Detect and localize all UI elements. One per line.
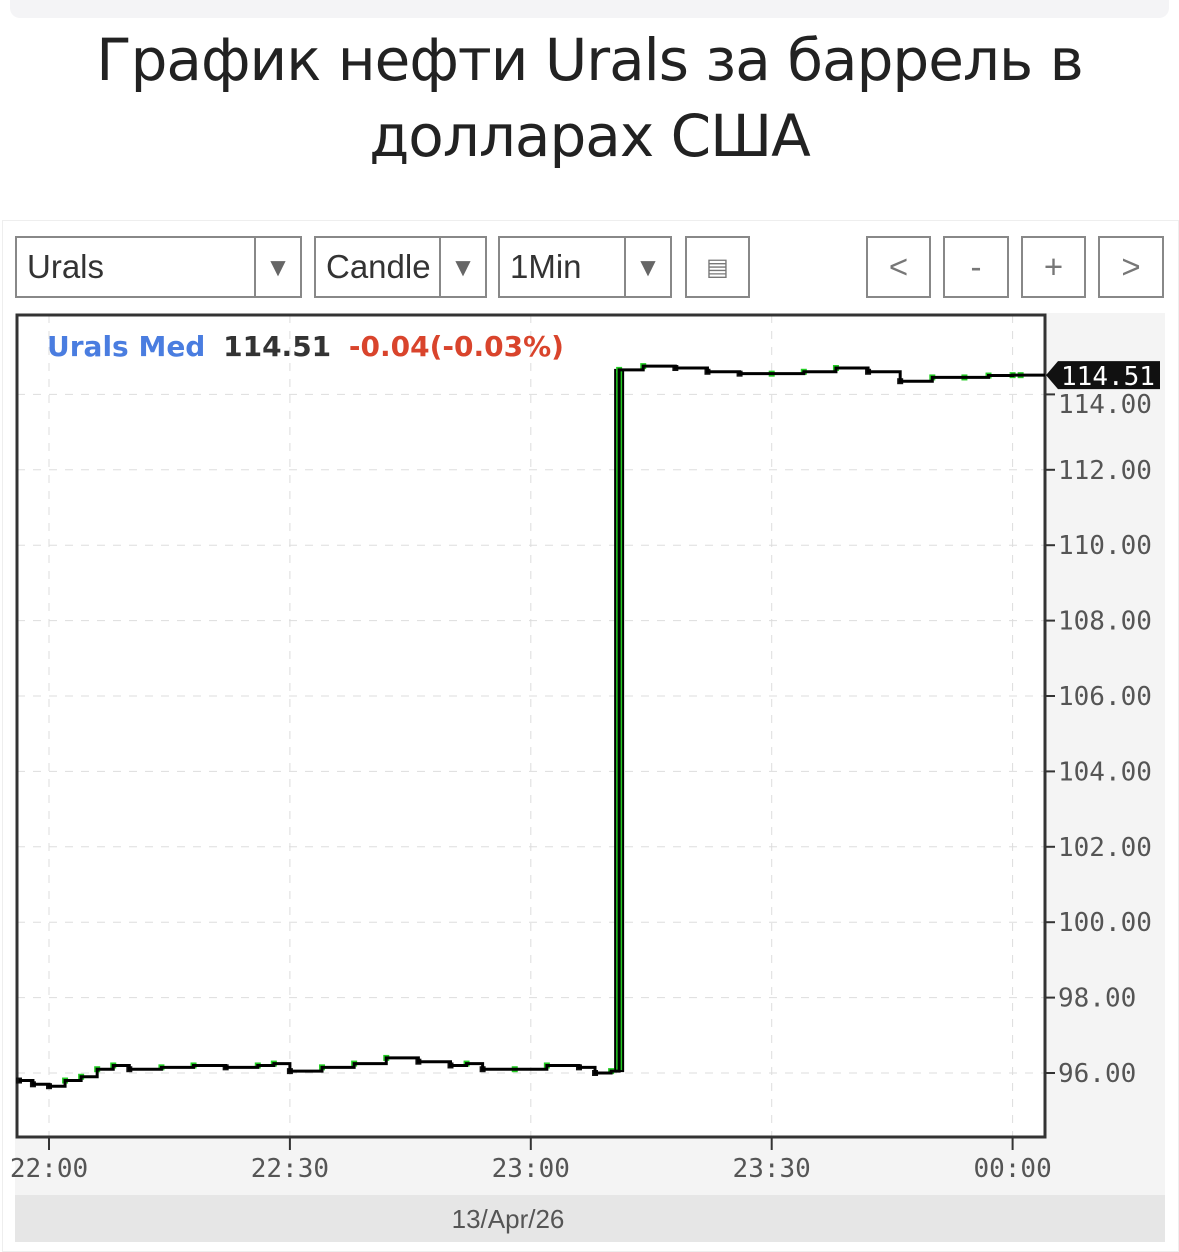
y-tick-label: 102.00 [1058, 833, 1152, 863]
zoom-in-button[interactable]: + [1021, 236, 1086, 298]
price-line [19, 364, 1045, 1088]
page-title: График нефти Urals за баррель в долларах… [96, 26, 1084, 170]
y-tick-label: 100.00 [1058, 908, 1152, 938]
legend-price: 114.51 [223, 330, 331, 363]
interval-select[interactable]: 1Min ▼ [498, 236, 672, 298]
x-tick-label: 22:00 [10, 1154, 88, 1184]
scroll-right-label: > [1121, 248, 1141, 285]
scroll-left-label: < [888, 248, 909, 285]
plot-area [15, 313, 1047, 1139]
chevron-down-icon: ▼ [624, 238, 670, 296]
symbol-value: Urals [27, 248, 105, 285]
chevron-down-icon: ▼ [254, 238, 300, 296]
y-axis-panel [1045, 313, 1165, 1193]
date-bar [15, 1195, 1165, 1242]
scroll-right-button[interactable]: > [1098, 236, 1164, 298]
y-tick-label: 106.00 [1058, 682, 1152, 712]
zoom-in-label: + [1043, 248, 1064, 285]
indicators-button[interactable]: ▤ [685, 236, 750, 298]
symbol-select[interactable]: Urals ▼ [15, 236, 302, 298]
legend-change: -0.04(-0.03%) [349, 330, 564, 363]
zoom-out-button[interactable]: - [943, 236, 1009, 298]
y-tick-label: 104.00 [1058, 757, 1152, 787]
zoom-out-label: - [970, 248, 982, 285]
top-bar [10, 0, 1169, 18]
interval-value: 1Min [510, 248, 582, 285]
legend: Urals Med 114.51 -0.04(-0.03%) [47, 330, 564, 363]
legend-name: Urals Med [47, 330, 205, 363]
x-tick-label: 00:00 [973, 1154, 1051, 1184]
chart-type-value: Candle [326, 248, 431, 285]
x-tick-label: 23:30 [733, 1154, 811, 1184]
y-tick-label: 108.00 [1058, 607, 1152, 637]
x-axis-panel [15, 1138, 1165, 1195]
last-price-marker: 114.51 [1046, 361, 1160, 392]
y-tick-label: 96.00 [1058, 1059, 1136, 1089]
chart-type-select[interactable]: Candle ▼ [314, 236, 487, 298]
indicators-icon: ▤ [706, 253, 729, 281]
x-tick-label: 23:00 [492, 1154, 570, 1184]
x-axis-date: 13/Apr/26 [452, 1204, 565, 1234]
last-price-label: 114.51 [1061, 362, 1155, 392]
y-tick-label: 114.00 [1058, 390, 1152, 420]
x-tick-label: 22:30 [251, 1154, 329, 1184]
y-tick-label: 98.00 [1058, 984, 1136, 1014]
y-tick-label: 110.00 [1058, 531, 1152, 561]
chevron-down-icon: ▼ [439, 238, 485, 296]
y-tick-label: 112.00 [1058, 456, 1152, 486]
scroll-left-button[interactable]: < [866, 236, 931, 298]
